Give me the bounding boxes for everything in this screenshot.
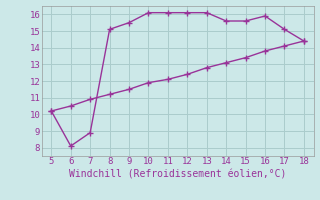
X-axis label: Windchill (Refroidissement éolien,°C): Windchill (Refroidissement éolien,°C) [69,169,286,179]
